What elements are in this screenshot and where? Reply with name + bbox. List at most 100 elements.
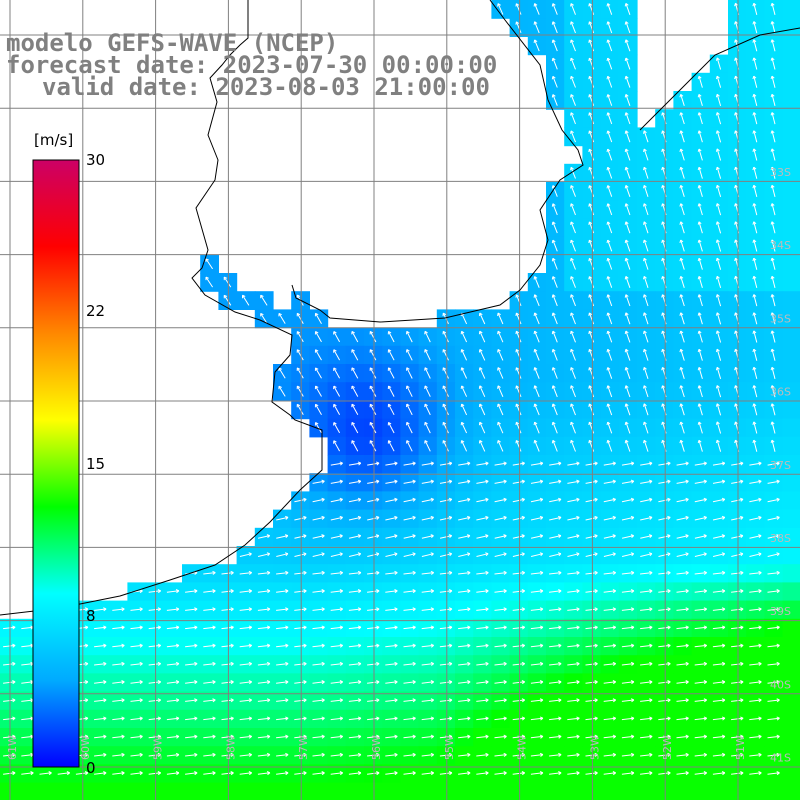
wind-arrow — [712, 497, 726, 503]
wind-arrow — [312, 752, 325, 757]
wind-arrow — [239, 625, 253, 630]
wind-arrow — [348, 680, 362, 685]
field-cell — [782, 746, 800, 765]
field-cell — [145, 782, 165, 800]
wind-arrow — [731, 570, 744, 575]
wind-arrow — [752, 348, 758, 361]
wind-arrow — [767, 607, 780, 612]
wind-arrow — [239, 661, 253, 666]
wind-arrow — [439, 771, 453, 776]
wind-arrow — [458, 752, 471, 757]
wind-arrow — [512, 479, 525, 484]
wind-arrow — [621, 698, 635, 703]
wind-arrow — [585, 734, 598, 739]
wind-arrow — [643, 148, 649, 161]
wind-arrow — [603, 479, 616, 484]
wind-arrow — [606, 439, 613, 452]
wind-arrow — [442, 312, 449, 325]
longitude-label: 55W — [443, 735, 456, 760]
wind-arrow — [658, 716, 671, 721]
wind-arrow — [679, 221, 685, 234]
wind-arrow — [369, 385, 377, 397]
wind-arrow — [549, 515, 562, 521]
wind-arrow — [712, 716, 726, 721]
wind-arrow — [512, 552, 525, 557]
wind-arrow — [442, 385, 449, 397]
wind-arrow — [530, 625, 544, 630]
wind-arrow — [606, 403, 613, 416]
wind-arrow — [551, 276, 558, 288]
wind-arrow — [570, 257, 576, 270]
wind-arrow — [333, 440, 341, 452]
wind-arrow — [458, 570, 471, 575]
wind-arrow — [130, 643, 143, 648]
wind-arrow — [476, 734, 489, 739]
wind-arrow — [770, 348, 776, 361]
wind-arrow — [603, 698, 617, 703]
field-cell — [782, 473, 800, 492]
wind-arrow — [421, 716, 435, 721]
wind-arrow — [752, 257, 758, 270]
wind-arrow — [406, 330, 413, 343]
wind-arrow — [749, 734, 762, 739]
wind-arrow — [551, 3, 558, 15]
field-cell — [527, 782, 547, 800]
wind-arrow — [570, 3, 576, 15]
wind-arrow — [497, 367, 504, 379]
wind-arrow — [494, 607, 507, 612]
field-cell — [782, 309, 800, 329]
wind-arrow — [348, 698, 362, 703]
field-cell — [182, 782, 201, 800]
wind-arrow — [570, 221, 576, 234]
wind-arrow — [624, 439, 631, 452]
field-cell — [782, 436, 800, 456]
wind-arrow — [549, 461, 562, 466]
wind-arrow — [621, 589, 635, 594]
wind-arrow — [694, 734, 708, 739]
wind-arrow — [770, 366, 776, 380]
field-cell — [691, 782, 711, 800]
wind-arrow — [749, 752, 762, 757]
field-cell — [782, 327, 800, 347]
field-cell — [746, 782, 765, 800]
wind-arrow — [621, 734, 635, 739]
wind-arrow — [112, 752, 125, 757]
wind-arrow — [333, 422, 341, 434]
wind-arrow — [533, 439, 540, 452]
wind-arrow — [570, 439, 576, 452]
wind-arrow — [94, 771, 107, 776]
wind-arrow — [112, 661, 125, 666]
wind-arrow — [3, 625, 16, 630]
wind-arrow — [603, 552, 616, 557]
wind-arrow — [512, 589, 526, 594]
wind-arrow — [697, 403, 703, 416]
wind-arrow — [551, 439, 558, 452]
wind-arrow — [312, 771, 325, 776]
wind-arrow — [551, 294, 558, 307]
wind-arrow — [606, 348, 613, 361]
wind-arrow — [658, 552, 671, 557]
wind-arrow — [367, 479, 380, 484]
wind-arrow — [770, 439, 776, 452]
wind-arrow — [658, 661, 671, 666]
wind-arrow — [203, 625, 216, 630]
wind-arrow — [257, 625, 271, 630]
wind-arrow — [515, 367, 522, 379]
wind-arrow — [166, 607, 180, 612]
wind-arrow — [403, 607, 416, 612]
wind-arrow — [679, 130, 685, 143]
wind-arrow — [312, 497, 325, 503]
wind-arrow — [567, 589, 580, 594]
wind-arrow — [530, 570, 544, 575]
wind-arrow — [530, 589, 544, 594]
wind-arrow — [348, 625, 362, 630]
wind-arrow — [185, 771, 198, 776]
wind-arrow — [658, 607, 671, 612]
wind-arrow — [679, 148, 685, 161]
wind-arrow — [676, 643, 689, 648]
wind-arrow — [752, 75, 758, 88]
wind-arrow — [533, 403, 540, 416]
wind-arrow — [715, 130, 722, 143]
wind-arrow — [643, 185, 649, 197]
field-cell — [782, 127, 800, 147]
